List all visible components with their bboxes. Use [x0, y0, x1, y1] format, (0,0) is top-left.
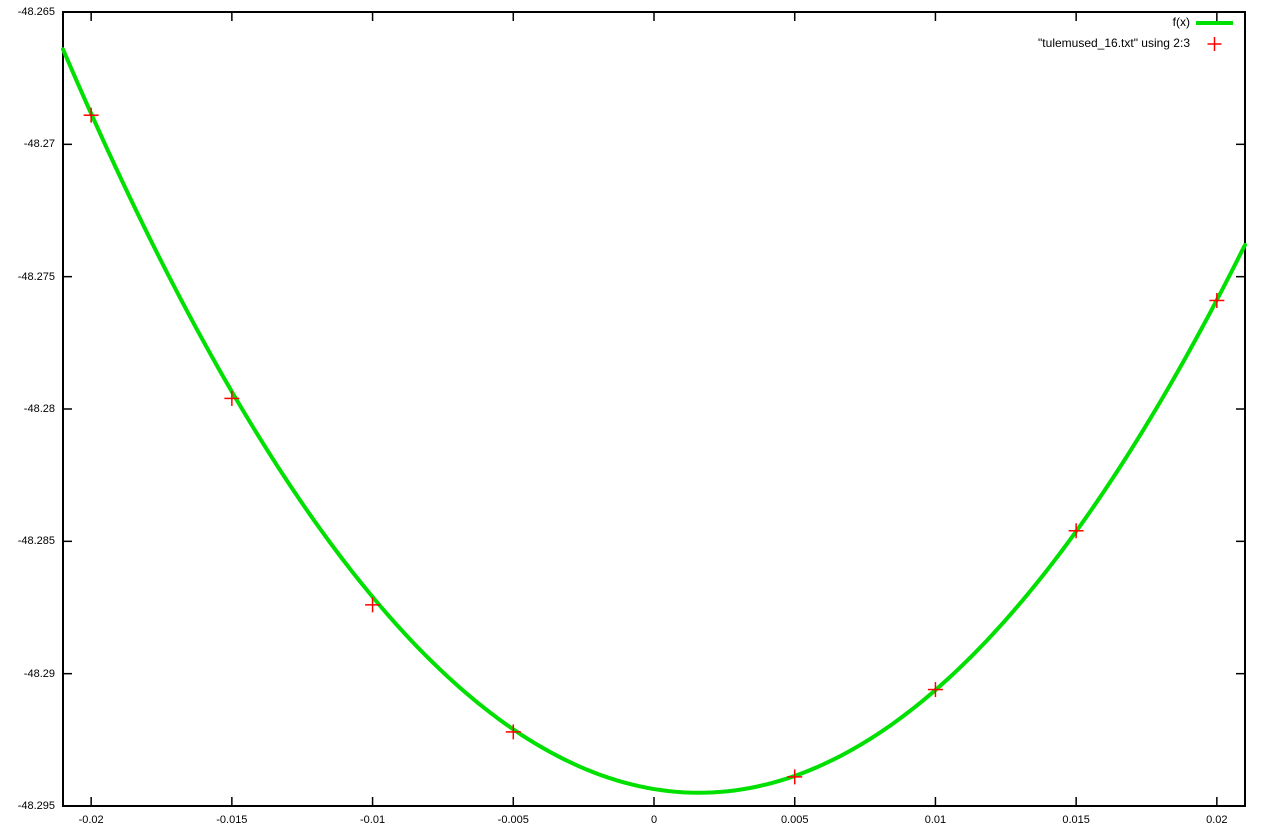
data-point-marker	[787, 769, 803, 785]
y-tick-label: -48.28	[23, 403, 55, 415]
x-tick-label: -0.005	[497, 814, 529, 826]
data-point-marker	[505, 724, 521, 740]
data-point-marker	[224, 390, 240, 406]
data-point-marker	[1209, 292, 1225, 308]
x-tick-label: -0.015	[216, 814, 248, 826]
y-tick-label: -48.275	[17, 270, 55, 283]
x-tick-label: 0.01	[924, 814, 947, 826]
x-tick-label: -0.01	[360, 814, 386, 826]
x-tick-label: 0.005	[780, 814, 809, 826]
x-tick-label: -0.02	[78, 814, 104, 826]
fx-curve	[61, 47, 1247, 795]
x-tick-label: 0.015	[1062, 814, 1090, 826]
x-tick-label: 0.02	[1206, 814, 1228, 826]
x-tick-label: 0	[650, 814, 658, 826]
data-point-marker	[365, 597, 381, 613]
data-points	[83, 107, 1225, 785]
y-tick-label: -48.285	[17, 535, 55, 548]
y-tick-label: -48.295	[17, 800, 55, 812]
data-point-marker	[83, 107, 99, 123]
data-point-marker	[927, 682, 943, 698]
y-tick-label: -48.29	[23, 667, 55, 680]
y-tick-label: -48.27	[23, 138, 55, 151]
y-tick-label: -48.265	[17, 6, 55, 18]
legend-entry-datafile-label: "tulemused_16.txt" using 2:3	[1038, 36, 1190, 50]
legend-entry-fx-label: f(x)	[1172, 15, 1190, 29]
data-point-marker	[1068, 523, 1084, 539]
